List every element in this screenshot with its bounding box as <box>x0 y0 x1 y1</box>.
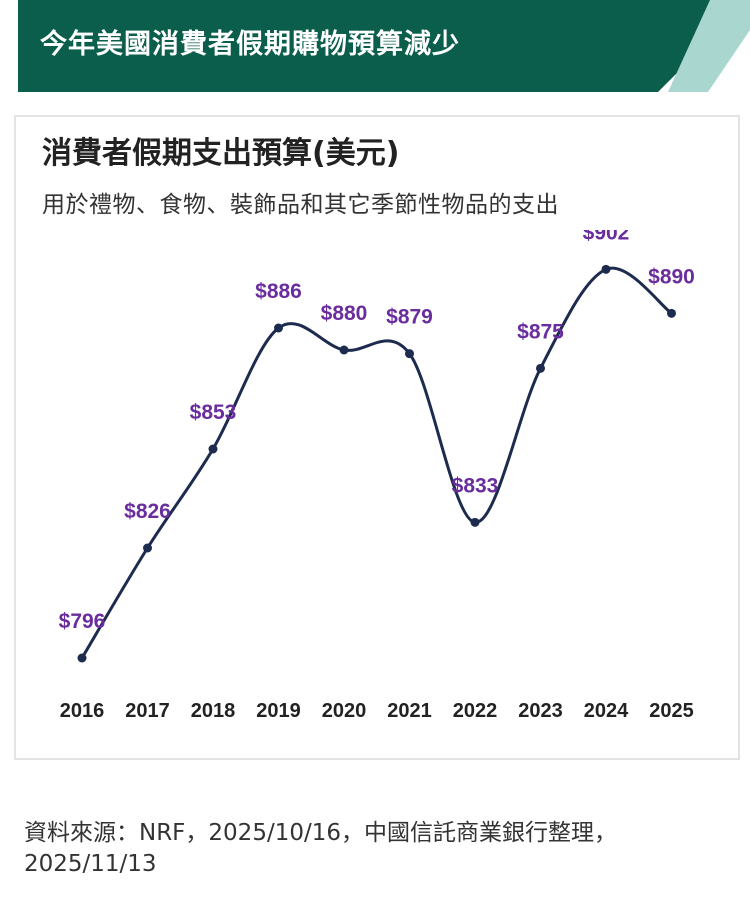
x-tick-label-2022: 2022 <box>453 700 498 722</box>
data-point-2017 <box>143 543 152 553</box>
series-line <box>80 266 673 659</box>
header-banner: 今年美國消費者假期購物預算減少 <box>18 0 750 92</box>
x-tick-label-2018: 2018 <box>191 700 236 722</box>
chart-card <box>14 115 740 760</box>
x-tick-label-2019: 2019 <box>256 700 301 722</box>
data-label-2024: $902 <box>583 230 630 244</box>
data-point-2019 <box>274 323 283 333</box>
data-label-2016: $796 <box>59 610 106 633</box>
x-tick-label-2021: 2021 <box>387 700 432 722</box>
x-tick-label-2024: 2024 <box>584 700 629 722</box>
data-point-2016 <box>77 653 87 663</box>
data-point-2024 <box>601 264 611 274</box>
data-label-2025: $890 <box>648 265 695 288</box>
x-tick-label-2025: 2025 <box>649 700 694 722</box>
data-point-2025 <box>667 308 676 318</box>
x-tick-label-2023: 2023 <box>518 700 563 722</box>
chart-title: 消費者假期支出預算(美元) <box>42 136 400 171</box>
data-point-2022 <box>470 517 480 527</box>
page-title: 今年美國消費者假期購物預算減少 <box>40 29 460 60</box>
data-label-2019: $886 <box>255 280 302 303</box>
data-label-2021: $879 <box>386 306 433 329</box>
data-label-2023: $875 <box>517 320 564 343</box>
data-label-2017: $826 <box>124 500 171 523</box>
data-label-2018: $853 <box>190 401 237 424</box>
chart-subtitle: 用於禮物、食物、裝飾品和其它季節性物品的支出 <box>42 192 559 218</box>
line-chart: $796 2016 $826 2017 $853 2018 $886 2019 $880 2020… <box>59 230 695 722</box>
data-point-2018 <box>208 444 218 454</box>
x-tick-label-2017: 2017 <box>125 700 170 722</box>
x-tick-label-2016: 2016 <box>60 700 105 722</box>
banner-background <box>18 0 750 92</box>
data-point-2023 <box>536 363 545 373</box>
data-point-2020 <box>339 345 349 355</box>
x-tick-label-2020: 2020 <box>322 700 367 722</box>
data-label-2020: $880 <box>321 302 368 325</box>
source-note: 資料來源：NRF，2025/10/16，中國信託商業銀行整理，2025/11/1… <box>24 820 617 877</box>
data-label-2022: $833 <box>452 474 499 497</box>
data-point-2021 <box>405 349 414 359</box>
